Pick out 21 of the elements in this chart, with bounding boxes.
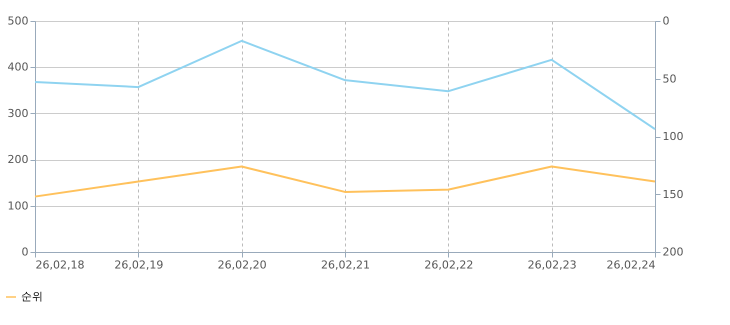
x-tick-label: 26,02,18 bbox=[36, 258, 84, 272]
x-tick-label: 26,02,23 bbox=[528, 258, 577, 272]
y2-tick-label: 50 bbox=[662, 72, 676, 86]
y2-tick-label: 200 bbox=[662, 246, 684, 258]
x-tick-label: 26,02,21 bbox=[321, 258, 370, 272]
y2-tick-label: 0 bbox=[662, 14, 670, 28]
x-tick-label: 26,02,24 bbox=[606, 258, 656, 272]
legend-label: 순위 bbox=[21, 290, 43, 303]
line-series bbox=[34, 40, 656, 130]
y-tick-label: 300 bbox=[8, 106, 28, 120]
x-tick-label: 26,02,20 bbox=[218, 258, 267, 272]
y-tick-label: 500 bbox=[8, 14, 28, 28]
y-tick-label: 100 bbox=[8, 199, 28, 212]
y-tick-label: 400 bbox=[8, 60, 28, 74]
y-tick-label: 0 bbox=[22, 246, 28, 258]
y2-tick-label: 100 bbox=[662, 130, 684, 143]
y2-tick-label: 150 bbox=[662, 188, 684, 201]
line-series bbox=[34, 166, 656, 198]
x-tick-label: 26,02,22 bbox=[424, 258, 474, 272]
y-tick-label: 200 bbox=[8, 153, 28, 166]
x-tick-label: 26,02,19 bbox=[114, 258, 164, 272]
